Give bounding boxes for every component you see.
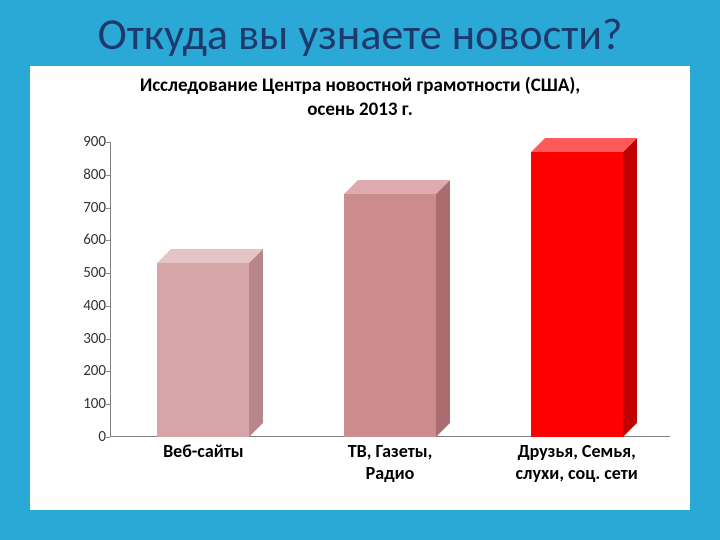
- bar-front: [157, 263, 249, 437]
- x-labels: Веб-сайтыТВ, Газеты,РадиоДрузья, Семья,с…: [110, 441, 670, 501]
- subtitle-line2: осень 2013 г.: [307, 98, 413, 121]
- bar: [157, 249, 263, 437]
- bar: [344, 180, 450, 437]
- subtitle-line1: Исследование Центра новостной грамотност…: [140, 74, 580, 97]
- y-tick-label: 500: [30, 264, 106, 282]
- y-tick-label: 700: [30, 199, 106, 217]
- chart-card: Исследование Центра новостной грамотност…: [30, 66, 690, 510]
- y-tick-label: 800: [30, 166, 106, 184]
- plot-area: 0100200300400500600700800900: [30, 142, 690, 437]
- y-tick-mark: [106, 437, 110, 438]
- bar-top: [344, 180, 450, 194]
- x-tick-label: ТВ, Газеты,Радио: [297, 441, 484, 484]
- bar-side: [623, 138, 637, 437]
- bar-front: [344, 194, 436, 437]
- bar-side: [249, 249, 263, 437]
- y-tick-label: 600: [30, 231, 106, 249]
- x-tick-label: Друзья, Семья,слухи, соц. сети: [483, 441, 670, 484]
- y-tick-label: 0: [30, 428, 106, 446]
- bar-top: [531, 138, 637, 152]
- x-tick-label: Веб-сайты: [110, 441, 297, 463]
- y-tick-label: 300: [30, 330, 106, 348]
- bar-side: [436, 180, 450, 437]
- bar-front: [531, 152, 623, 437]
- bar-top: [157, 249, 263, 263]
- y-tick-label: 400: [30, 297, 106, 315]
- bars-container: [110, 142, 670, 437]
- y-tick-label: 900: [30, 133, 106, 151]
- chart-subtitle: Исследование Центра новостной грамотност…: [30, 66, 690, 126]
- page-title: Откуда вы узнаете новости?: [0, 0, 720, 64]
- bar: [531, 138, 637, 437]
- y-tick-label: 200: [30, 362, 106, 380]
- y-tick-label: 100: [30, 395, 106, 413]
- slide: Откуда вы узнаете новости? Исследование …: [0, 0, 720, 540]
